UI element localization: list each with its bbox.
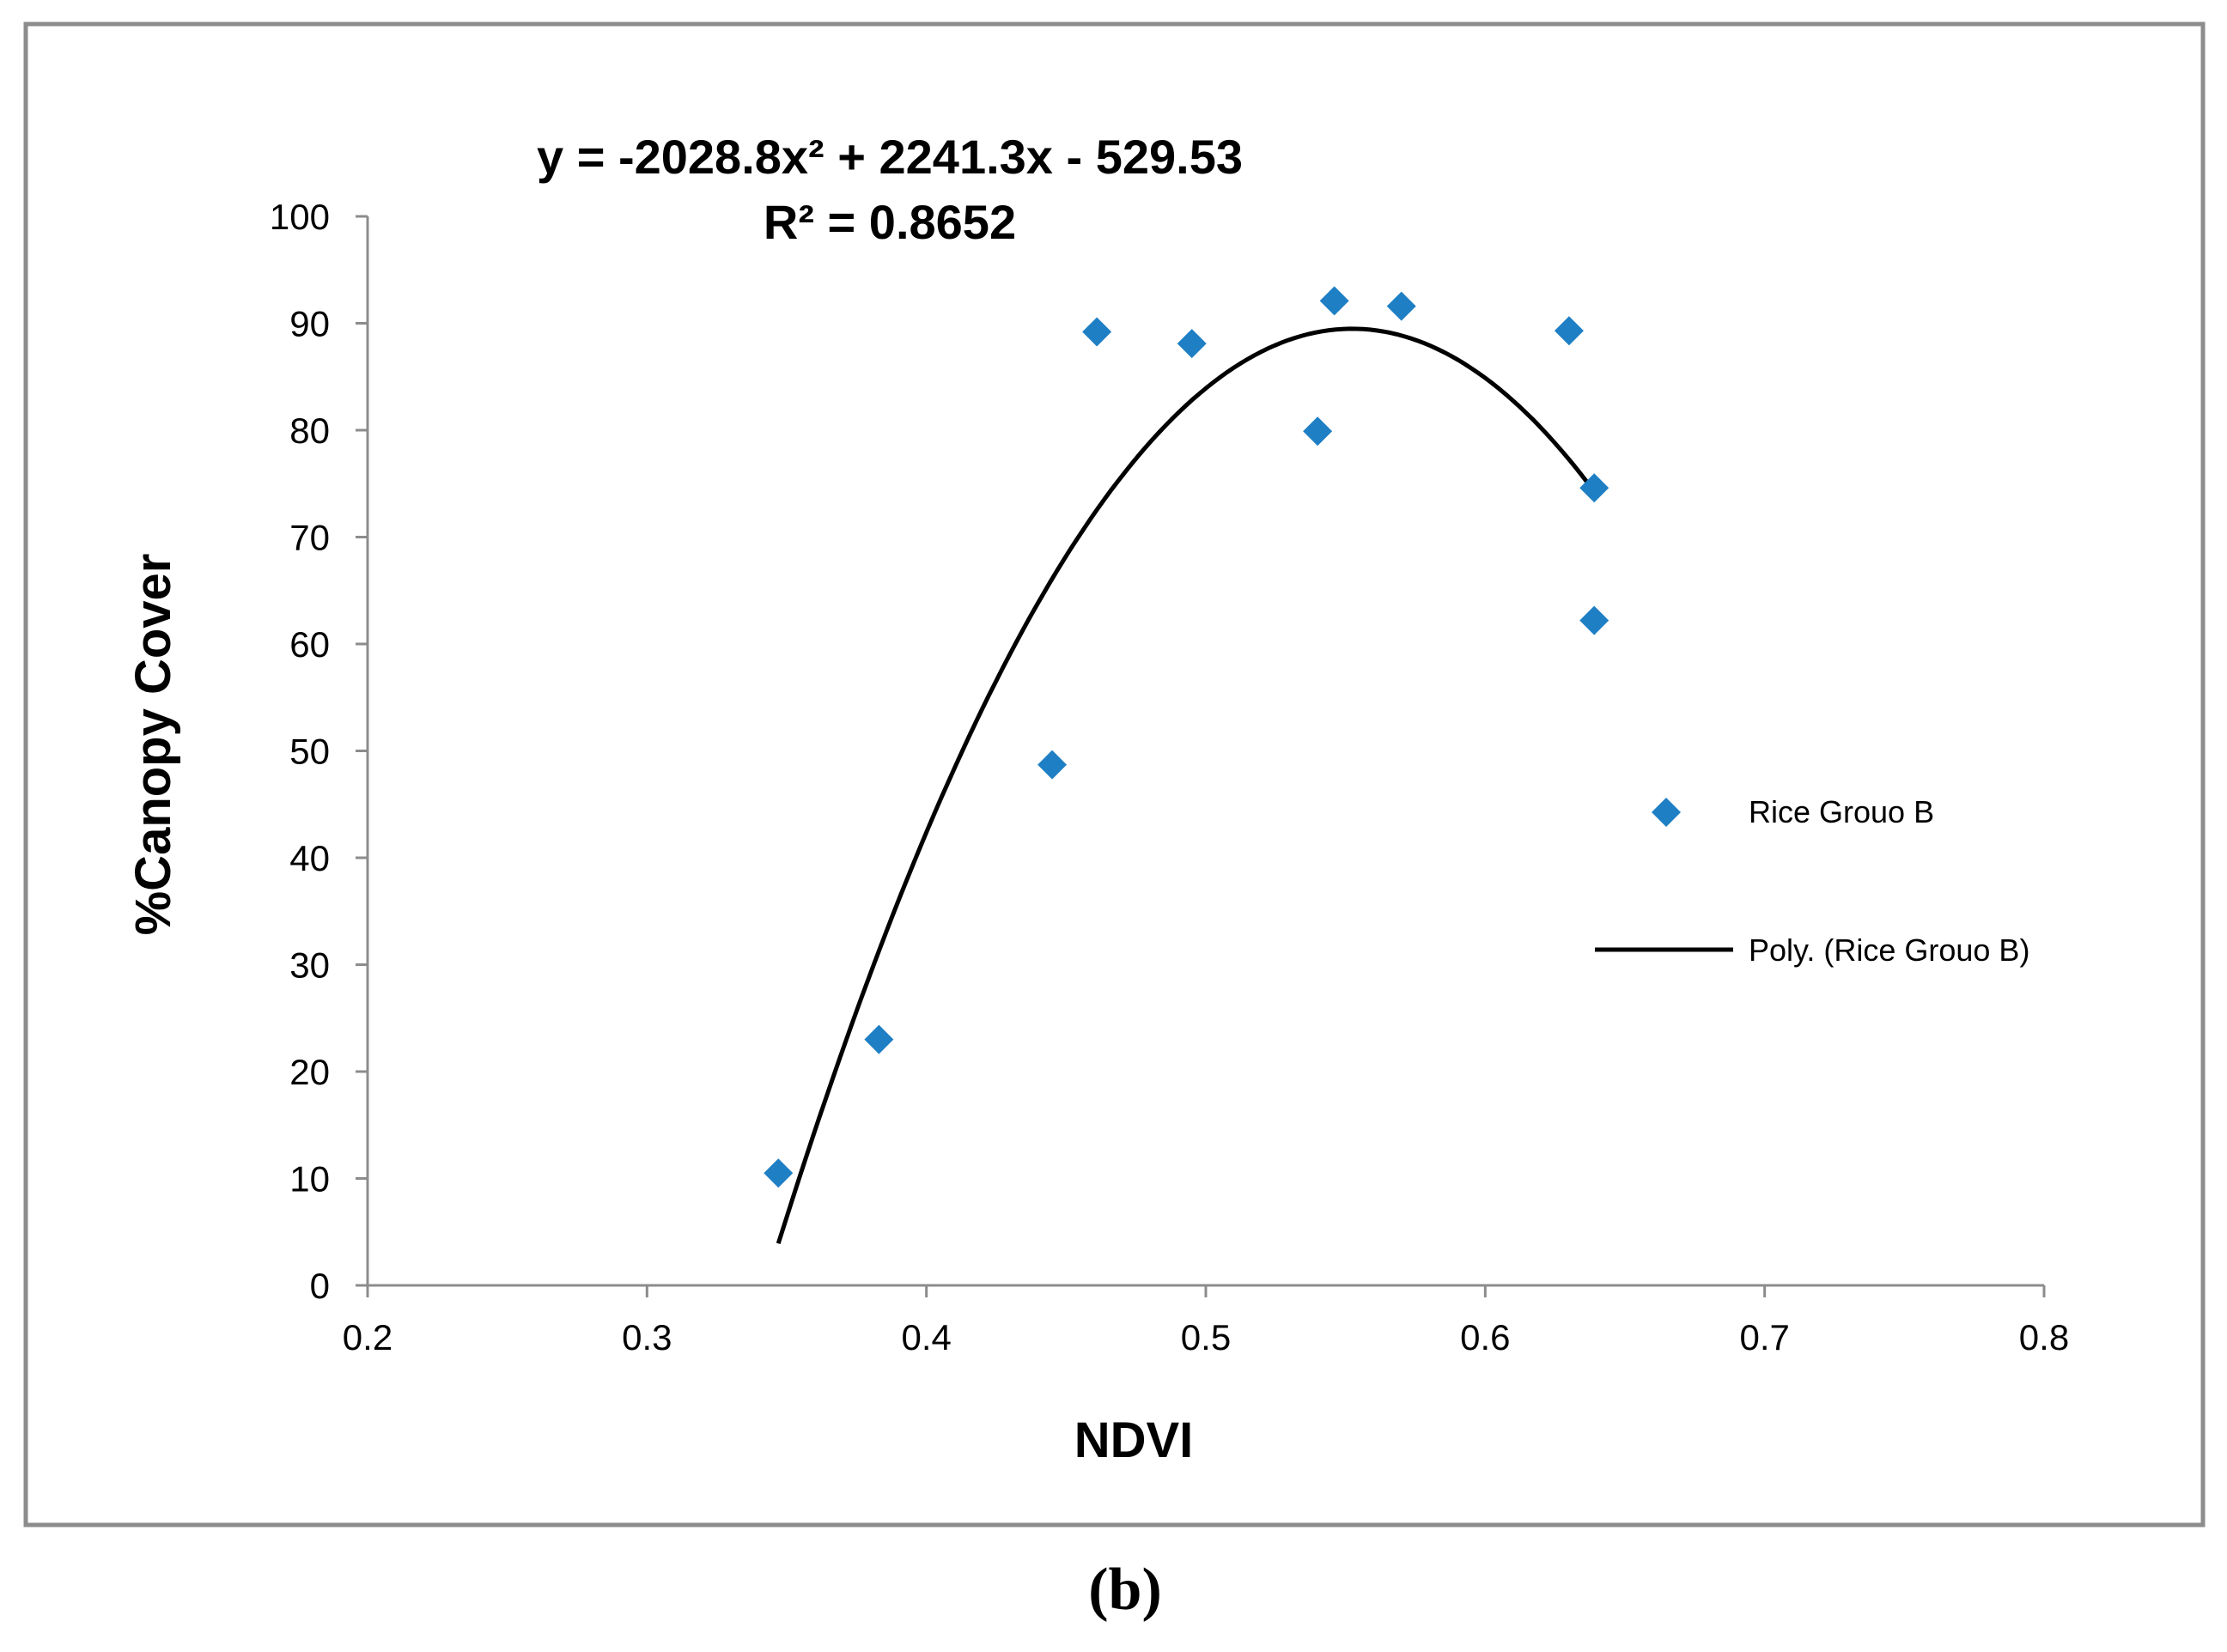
panel-label: (b) [1088,1557,1162,1623]
y-axis-ticks: 0 10 20 30 40 50 60 70 80 90 100 [270,197,368,1306]
x-tick-label: 0.5 [1181,1317,1231,1357]
data-point-diamond [1177,329,1207,359]
x-tick-label: 0.6 [1460,1317,1510,1357]
y-tick-label: 60 [289,624,330,665]
legend-diamond-marker [1652,798,1681,827]
data-point-diamond [1579,605,1609,635]
data-point-diamond [1082,317,1112,347]
r-squared-annotation: R² = 0.8652 [764,195,1016,249]
x-tick-label: 0.4 [901,1317,951,1357]
equation-annotation: y = -2028.8x² + 2241.3x - 529.53 [537,130,1243,184]
chart-legend: Rice Grouo B Poly. (Rice Grouo B) [1595,794,2029,968]
x-tick-label: 0.2 [343,1317,392,1357]
x-tick-label: 0.7 [1739,1317,1789,1357]
legend-label-trendline: Poly. (Rice Grouo B) [1749,932,2029,968]
x-tick-label: 0.8 [2019,1317,2069,1357]
x-tick-label: 0.3 [622,1317,672,1357]
y-tick-label: 80 [289,410,330,451]
data-point-diamond [864,1024,894,1054]
data-point-diamond [1386,291,1416,321]
trendline-path [776,326,1597,1245]
y-tick-label: 30 [289,945,330,986]
y-tick-label: 50 [289,732,330,772]
chart-frame [23,21,2206,1527]
data-point-diamond [1303,416,1333,446]
y-tick-label: 10 [289,1159,330,1200]
y-tick-label: 70 [289,518,330,558]
y-tick-label: 90 [289,304,330,344]
scatter-points [764,286,1609,1188]
y-axis-title: %Canopy Cover [125,554,181,936]
y-tick-label: 0 [310,1266,330,1306]
y-tick-label: 20 [289,1052,330,1092]
y-tick-label: 40 [289,838,330,878]
data-point-diamond [1579,473,1609,503]
data-point-diamond [1554,316,1584,346]
x-axis-ticks: 0.2 0.3 0.4 0.5 0.6 0.7 0.8 [343,1285,2069,1357]
data-point-diamond [1319,286,1349,316]
data-point-diamond [1037,750,1068,780]
x-axis-title: NDVI [1074,1412,1194,1468]
y-tick-label: 100 [270,197,330,237]
legend-label-scatter: Rice Grouo B [1749,794,1934,829]
data-point-diamond [764,1158,794,1188]
